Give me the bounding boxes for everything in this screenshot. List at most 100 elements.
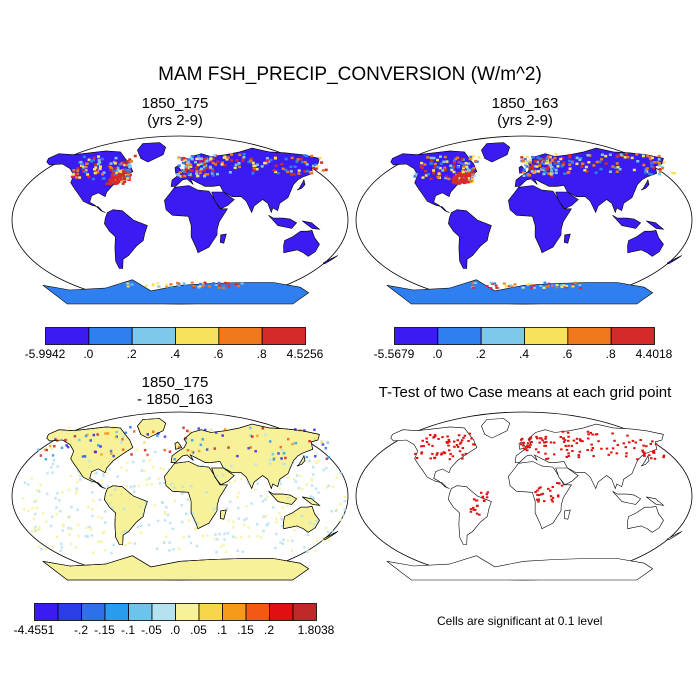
- map-case2-cell: [468, 172, 472, 176]
- map-diff-cell: [213, 489, 216, 493]
- map-diff-cell: [312, 465, 315, 469]
- map-ttest-signif-cell: [472, 508, 476, 511]
- map-case2-cell: [471, 282, 475, 285]
- map-diff-cell: [139, 531, 143, 535]
- map-case2-cell: [545, 167, 549, 171]
- map-case1-cell: [157, 285, 161, 288]
- map-diff-cell: [162, 468, 165, 471]
- colorbar-case1: [45, 327, 306, 345]
- map-case1-cell: [93, 168, 97, 171]
- map-ttest-signif-cell: [425, 440, 429, 443]
- map-diff-cell: [100, 516, 104, 520]
- map-diff-cell: [54, 497, 57, 500]
- map-diff-cell: [281, 542, 285, 545]
- colorbar-diff-tick-label: 1.8038: [297, 623, 335, 637]
- map-diff-cell: [60, 446, 64, 450]
- map-diff-cell: [124, 531, 127, 535]
- map-ttest-signif-cell: [544, 452, 547, 455]
- map-diff-cell: [127, 541, 131, 545]
- map-ttest-signif-cell: [420, 445, 423, 448]
- map-case2-cell: [560, 285, 564, 288]
- map-ttest-signif-cell: [540, 493, 543, 496]
- map-ttest-signif-cell: [537, 487, 541, 490]
- map-diff-cell: [67, 515, 70, 519]
- colorbar-case2-tick-label: .4: [518, 347, 530, 361]
- map-diff-cell: [88, 525, 91, 529]
- map-diff-cell: [266, 495, 269, 498]
- map-case1-cell: [199, 157, 203, 160]
- map-diff-cell: [215, 431, 218, 434]
- map-case1-cell: [211, 174, 215, 177]
- map-case2-cell: [583, 169, 587, 172]
- map-ttest-signif-cell: [433, 434, 437, 437]
- map-diff-cell: [317, 491, 320, 494]
- map-case1-cell: [87, 158, 91, 162]
- map-ttest-signif-cell: [530, 441, 533, 444]
- map-diff-cell: [247, 535, 251, 538]
- map-case1-cell: [199, 162, 203, 166]
- map-diff-cell: [97, 451, 101, 454]
- map-diff-cell: [110, 551, 113, 555]
- map-ttest-signif-cell: [451, 455, 455, 458]
- map-ttest-signif-cell: [545, 440, 548, 443]
- colorbar-case2-box: [394, 327, 439, 345]
- map-case1-cell: [249, 159, 253, 163]
- map-diff-cell: [190, 438, 194, 442]
- map-case1-cell: [92, 156, 96, 160]
- map-case1-cell: [177, 284, 181, 287]
- map-diff-cell: [275, 517, 278, 521]
- map-diff-cell: [324, 526, 328, 530]
- map-diff-cell: [58, 509, 62, 513]
- map-ttest-signif-cell: [452, 440, 456, 443]
- map-diff-cell: [299, 474, 303, 478]
- map-diff-cell: [214, 533, 217, 536]
- map-ttest-signif-cell: [433, 456, 437, 459]
- map-case1-cell: [126, 282, 130, 285]
- map-diff-cell: [227, 519, 230, 522]
- map-case2-cell: [573, 281, 577, 284]
- map-diff-cell: [105, 471, 109, 475]
- map-diff-cell: [56, 492, 59, 495]
- map-ttest-signif-cell: [525, 449, 529, 452]
- map-case1-indonesia: [268, 215, 298, 229]
- map-ttest-newGuinea: [646, 496, 665, 506]
- colorbar-diff: [34, 603, 317, 621]
- map-ttest-signif-cell: [645, 445, 648, 448]
- colorbar-diff-box: [151, 603, 176, 621]
- map-case2-cell: [475, 160, 479, 163]
- map-ttest-signif-cell: [456, 439, 459, 442]
- map-case1-cell: [198, 285, 202, 288]
- map-ttest-signif-cell: [534, 491, 537, 494]
- map-case2-cell: [466, 180, 470, 184]
- map-case2-cell: [438, 155, 442, 158]
- map-case2-cell: [525, 165, 529, 168]
- map-case2-cell: [437, 172, 441, 175]
- map-case2-cell: [608, 153, 612, 156]
- map-diff-cell: [305, 483, 309, 486]
- map-case1-cell: [260, 165, 264, 168]
- map-case2-cell: [644, 171, 648, 174]
- map-diff-cell: [343, 499, 347, 503]
- map-diff-cell: [148, 459, 152, 462]
- map-case2-cell: [611, 165, 615, 168]
- map-diff-cell: [153, 504, 157, 507]
- map-case1-cell: [233, 166, 237, 170]
- map-diff-cell: [129, 485, 133, 489]
- map-case2-cell: [652, 166, 656, 169]
- map-diff-cell: [172, 464, 176, 468]
- map-case2-cell: [635, 152, 639, 156]
- map-diff-cell: [110, 452, 113, 455]
- map-diff-cell: [172, 548, 175, 551]
- map-diff-cell: [322, 468, 325, 472]
- map-case2-africa: [508, 185, 572, 254]
- map-ttest-signif-cell: [556, 482, 559, 485]
- map-diff-cell: [264, 498, 267, 501]
- map-case2-cell: [472, 155, 476, 158]
- map-case1-cell: [226, 156, 230, 159]
- map-diff-cell: [295, 496, 299, 500]
- map-case2-cell: [550, 171, 554, 175]
- map-diff-coast-madagascar: [219, 509, 227, 520]
- map-diff-coast-australia: [283, 505, 320, 533]
- map-ttest-signif-cell: [549, 489, 552, 492]
- map-case2-cell: [532, 168, 536, 172]
